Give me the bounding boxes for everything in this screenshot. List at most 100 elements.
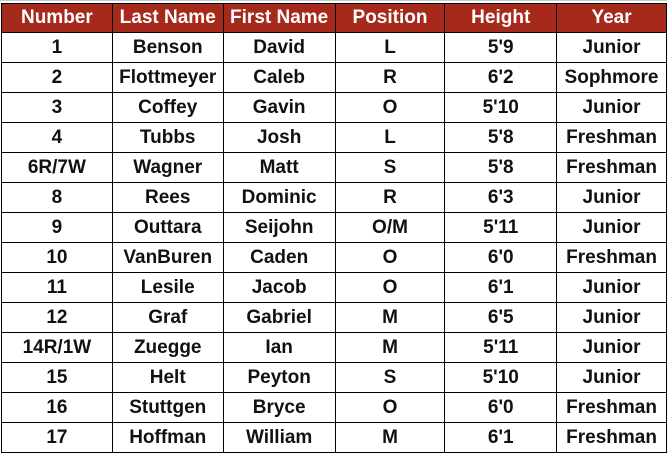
- table-row: 16 Stuttgen Bryce O 6'0 Freshman: [1, 392, 667, 423]
- cell-year[interactable]: Sophmore: [556, 62, 667, 93]
- table-row: 4 Tubbs Josh L 5'8 Freshman: [1, 122, 667, 153]
- cell-year[interactable]: Junior: [556, 212, 667, 243]
- cell-first-name[interactable]: Gabriel: [222, 302, 336, 333]
- cell-number[interactable]: 4: [1, 122, 113, 153]
- cell-number[interactable]: 15: [1, 362, 113, 393]
- cell-height[interactable]: 5'10: [444, 92, 558, 123]
- cell-last-name[interactable]: Flottmeyer: [111, 62, 224, 93]
- cell-position[interactable]: M: [334, 422, 446, 453]
- cell-year[interactable]: Junior: [556, 92, 667, 123]
- cell-last-name[interactable]: Stuttgen: [111, 392, 224, 423]
- cell-first-name[interactable]: Dominic: [222, 182, 336, 213]
- column-header-last-name[interactable]: Last Name: [111, 3, 224, 33]
- table-row: 15 Helt Peyton S 5'10 Junior: [1, 362, 667, 393]
- cell-number[interactable]: 9: [1, 212, 113, 243]
- cell-first-name[interactable]: Peyton: [222, 362, 336, 393]
- cell-year[interactable]: Junior: [556, 32, 667, 63]
- table-row: 11 Lesile Jacob O 6'1 Junior: [1, 272, 667, 303]
- cell-year[interactable]: Freshman: [556, 122, 667, 153]
- cell-number[interactable]: 8: [1, 182, 113, 213]
- table-row: 3 Coffey Gavin O 5'10 Junior: [1, 92, 667, 123]
- cell-year[interactable]: Junior: [556, 332, 667, 363]
- cell-last-name[interactable]: Lesile: [111, 272, 224, 303]
- column-header-first-name[interactable]: First Name: [222, 3, 336, 33]
- cell-year[interactable]: Junior: [556, 362, 667, 393]
- cell-last-name[interactable]: Benson: [111, 32, 224, 63]
- cell-number[interactable]: 14R/1W: [1, 332, 113, 363]
- cell-first-name[interactable]: Caleb: [222, 62, 336, 93]
- cell-position[interactable]: S: [334, 362, 446, 393]
- table-row: 9 Outtara Seijohn O/M 5'11 Junior: [1, 212, 667, 243]
- cell-first-name[interactable]: Jacob: [222, 272, 336, 303]
- cell-year[interactable]: Freshman: [556, 152, 667, 183]
- cell-first-name[interactable]: Ian: [222, 332, 336, 363]
- cell-height[interactable]: 5'11: [444, 332, 558, 363]
- cell-last-name[interactable]: Graf: [111, 302, 224, 333]
- cell-number[interactable]: 3: [1, 92, 113, 123]
- column-header-year[interactable]: Year: [556, 3, 667, 33]
- cell-first-name[interactable]: Gavin: [222, 92, 336, 123]
- column-header-number[interactable]: Number: [1, 3, 113, 33]
- cell-year[interactable]: Freshman: [556, 392, 667, 423]
- cell-position[interactable]: S: [334, 152, 446, 183]
- cell-position[interactable]: O: [334, 242, 446, 273]
- cell-height[interactable]: 6'1: [444, 422, 558, 453]
- cell-height[interactable]: 5'8: [444, 152, 558, 183]
- cell-position[interactable]: O: [334, 392, 446, 423]
- cell-height[interactable]: 6'0: [444, 392, 558, 423]
- cell-position[interactable]: M: [334, 302, 446, 333]
- cell-first-name[interactable]: William: [222, 422, 336, 453]
- cell-last-name[interactable]: Helt: [111, 362, 224, 393]
- cell-height[interactable]: 6'0: [444, 242, 558, 273]
- column-header-position[interactable]: Position: [334, 3, 446, 33]
- cell-first-name[interactable]: Bryce: [222, 392, 336, 423]
- cell-height[interactable]: 5'10: [444, 362, 558, 393]
- cell-number[interactable]: 11: [1, 272, 113, 303]
- cell-height[interactable]: 6'1: [444, 272, 558, 303]
- cell-first-name[interactable]: David: [222, 32, 336, 63]
- cell-last-name[interactable]: Zuegge: [111, 332, 224, 363]
- cell-height[interactable]: 5'8: [444, 122, 558, 153]
- cell-last-name[interactable]: Wagner: [111, 152, 224, 183]
- cell-number[interactable]: 16: [1, 392, 113, 423]
- cell-first-name[interactable]: Seijohn: [222, 212, 336, 243]
- column-header-height[interactable]: Height: [444, 3, 558, 33]
- cell-height[interactable]: 6'2: [444, 62, 558, 93]
- cell-position[interactable]: O: [334, 92, 446, 123]
- cell-position[interactable]: L: [334, 32, 446, 63]
- cell-number[interactable]: 6R/7W: [1, 152, 113, 183]
- cell-position[interactable]: O: [334, 272, 446, 303]
- cell-position[interactable]: O/M: [334, 212, 446, 243]
- cell-height[interactable]: 5'11: [444, 212, 558, 243]
- roster-table: Number Last Name First Name Position Height Y…: [1, 3, 667, 453]
- cell-position[interactable]: L: [334, 122, 446, 153]
- cell-year[interactable]: Freshman: [556, 422, 667, 453]
- cell-number[interactable]: 10: [1, 242, 113, 273]
- cell-height[interactable]: 5'9: [444, 32, 558, 63]
- cell-first-name[interactable]: Matt: [222, 152, 336, 183]
- cell-last-name[interactable]: Hoffman: [111, 422, 224, 453]
- cell-position[interactable]: R: [334, 182, 446, 213]
- cell-height[interactable]: 6'5: [444, 302, 558, 333]
- cell-year[interactable]: Freshman: [556, 242, 667, 273]
- cell-position[interactable]: R: [334, 62, 446, 93]
- cell-last-name[interactable]: Rees: [111, 182, 224, 213]
- cell-first-name[interactable]: Josh: [222, 122, 336, 153]
- table-row: 6R/7W Wagner Matt S 5'8 Freshman: [1, 152, 667, 183]
- cell-position[interactable]: M: [334, 332, 446, 363]
- cell-last-name[interactable]: Coffey: [111, 92, 224, 123]
- cell-number[interactable]: 1: [1, 32, 113, 63]
- cell-year[interactable]: Junior: [556, 182, 667, 213]
- table-row: 2 Flottmeyer Caleb R 6'2 Sophmore: [1, 62, 667, 93]
- cell-number[interactable]: 12: [1, 302, 113, 333]
- cell-last-name[interactable]: Tubbs: [111, 122, 224, 153]
- cell-first-name[interactable]: Caden: [222, 242, 336, 273]
- cell-number[interactable]: 17: [1, 422, 113, 453]
- sheet-gridline: [0, 0, 667, 3]
- cell-last-name[interactable]: VanBuren: [111, 242, 224, 273]
- cell-year[interactable]: Junior: [556, 302, 667, 333]
- cell-last-name[interactable]: Outtara: [111, 212, 224, 243]
- cell-height[interactable]: 6'3: [444, 182, 558, 213]
- cell-number[interactable]: 2: [1, 62, 113, 93]
- cell-year[interactable]: Junior: [556, 272, 667, 303]
